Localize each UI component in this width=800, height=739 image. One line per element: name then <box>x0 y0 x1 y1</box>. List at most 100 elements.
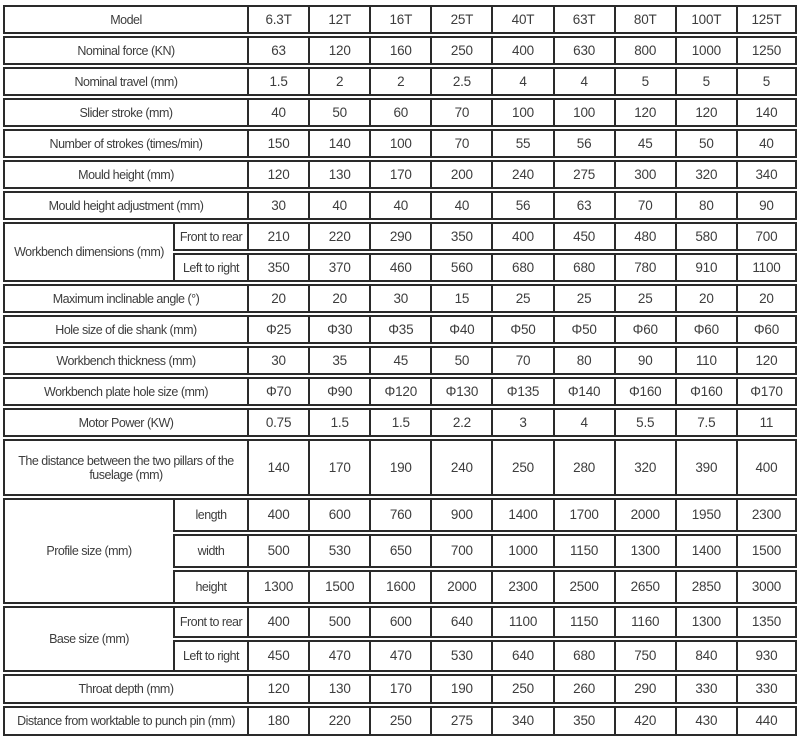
value-cell: 340 <box>491 706 553 736</box>
value-cell: 56 <box>491 191 553 220</box>
value-cell: Φ130 <box>430 377 492 406</box>
value-cell: Φ25 <box>247 315 309 344</box>
value-cell: 480 <box>613 222 675 251</box>
row-label-cell: Base size (mm) <box>3 606 173 672</box>
row-label-cell: Nominal travel (mm) <box>3 67 248 96</box>
value-cell: 240 <box>430 439 492 496</box>
value-cell: 1160 <box>613 606 675 638</box>
value-cell: 340 <box>735 160 797 189</box>
value-cell: Φ160 <box>674 377 736 406</box>
value-cell: 45 <box>369 346 431 375</box>
value-cell: Φ160 <box>613 377 675 406</box>
value-cell: Φ60 <box>735 315 797 344</box>
value-cell: 1150 <box>552 534 614 568</box>
value-cell: 800 <box>613 36 675 65</box>
table-row: Workbench plate hole size (mm) Φ70 Φ90 Φ120… <box>3 377 797 406</box>
value-cell: 5.5 <box>613 408 675 437</box>
value-cell: 1000 <box>491 534 553 568</box>
value-cell: 1100 <box>735 253 797 282</box>
value-cell: 640 <box>430 606 492 638</box>
model-header-cell: 12T <box>308 5 370 34</box>
table-row: Workbench thickness (mm) 30 35 45 50 70 80 90 11… <box>3 346 797 375</box>
value-cell: 700 <box>735 222 797 251</box>
value-cell: 7.5 <box>674 408 736 437</box>
row-label-cell: Nominal force (KN) <box>3 36 248 65</box>
row-label-cell: Profile size (mm) <box>3 498 173 604</box>
row-label-cell: Workbench thickness (mm) <box>3 346 248 375</box>
row-label-cell: Motor Power (KW) <box>3 408 248 437</box>
value-cell: Φ60 <box>674 315 736 344</box>
table-row: height 1300 1500 1600 2000 2300 2500 2650 2850 30… <box>3 570 797 604</box>
value-cell: 70 <box>491 346 553 375</box>
table-row: The distance between the two pillars of … <box>3 439 797 496</box>
value-cell: 1100 <box>491 606 553 638</box>
table-row: Nominal force (KN) 63 120 160 250 400 630 800 10… <box>3 36 797 65</box>
value-cell: 11 <box>735 408 797 437</box>
value-cell: 470 <box>369 640 431 672</box>
row-sublabel-cell: Left to right <box>173 640 248 672</box>
value-cell: 1300 <box>247 570 309 604</box>
value-cell: 90 <box>735 191 797 220</box>
value-cell: 470 <box>308 640 370 672</box>
value-cell: 1.5 <box>308 408 370 437</box>
value-cell: 130 <box>308 160 370 189</box>
value-cell: Φ140 <box>552 377 614 406</box>
value-cell: 350 <box>552 706 614 736</box>
value-cell: 2.2 <box>430 408 492 437</box>
spec-table-body: Model 6.3T 12T 16T 25T 40T 63T 80T 100T 125T Nomin… <box>3 5 797 736</box>
value-cell: 680 <box>491 253 553 282</box>
value-cell: Φ50 <box>491 315 553 344</box>
value-cell: 3 <box>491 408 553 437</box>
row-label-cell: The distance between the two pillars of … <box>3 439 248 496</box>
value-cell: 2650 <box>613 570 675 604</box>
value-cell: 300 <box>613 160 675 189</box>
value-cell: 140 <box>247 439 309 496</box>
value-cell: 40 <box>369 191 431 220</box>
value-cell: 250 <box>430 36 492 65</box>
value-cell: 40 <box>247 98 309 127</box>
value-cell: 55 <box>491 129 553 158</box>
value-cell: 2300 <box>735 498 797 532</box>
value-cell: 1500 <box>308 570 370 604</box>
value-cell: 700 <box>430 534 492 568</box>
value-cell: 530 <box>308 534 370 568</box>
value-cell: 2 <box>308 67 370 96</box>
value-cell: 200 <box>430 160 492 189</box>
row-label-cell: Workbench plate hole size (mm) <box>3 377 248 406</box>
value-cell: 140 <box>308 129 370 158</box>
value-cell: 260 <box>552 674 614 704</box>
value-cell: 330 <box>674 674 736 704</box>
value-cell: 900 <box>430 498 492 532</box>
value-cell: 35 <box>308 346 370 375</box>
row-label-cell: Number of strokes (times/min) <box>3 129 248 158</box>
value-cell: 1300 <box>674 606 736 638</box>
value-cell: 275 <box>552 160 614 189</box>
value-cell: 80 <box>674 191 736 220</box>
value-cell: 420 <box>613 706 675 736</box>
value-cell: 60 <box>369 98 431 127</box>
value-cell: Φ40 <box>430 315 492 344</box>
value-cell: 220 <box>308 222 370 251</box>
value-cell: 1.5 <box>369 408 431 437</box>
value-cell: 2300 <box>491 570 553 604</box>
value-cell: 275 <box>430 706 492 736</box>
table-row: Number of strokes (times/min) 150 140 100 70… <box>3 129 797 158</box>
value-cell: 40 <box>735 129 797 158</box>
value-cell: 440 <box>735 706 797 736</box>
value-cell: 500 <box>308 606 370 638</box>
value-cell: 320 <box>613 439 675 496</box>
value-cell: 1600 <box>369 570 431 604</box>
value-cell: 2000 <box>430 570 492 604</box>
value-cell: 640 <box>491 640 553 672</box>
row-sublabel-cell: Left to right <box>173 253 248 282</box>
value-cell: 1150 <box>552 606 614 638</box>
value-cell: 150 <box>247 129 309 158</box>
value-cell: 190 <box>369 439 431 496</box>
value-cell: 120 <box>308 36 370 65</box>
table-row: Left to right 350 370 460 560 680 680 780 910 110… <box>3 253 797 282</box>
value-cell: 2000 <box>613 498 675 532</box>
model-header-cell: 25T <box>430 5 492 34</box>
value-cell: 500 <box>247 534 309 568</box>
value-cell: 290 <box>613 674 675 704</box>
